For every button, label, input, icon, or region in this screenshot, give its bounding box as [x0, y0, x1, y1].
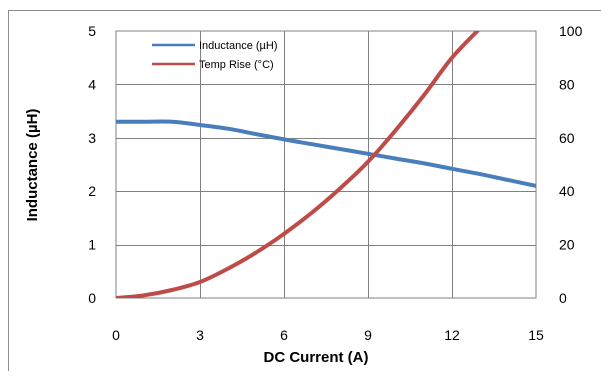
- y-tick-label: 2: [88, 183, 96, 199]
- gridlines: [116, 31, 536, 298]
- series-line-inductance: [116, 119, 536, 188]
- y-tick-label: 3: [88, 130, 96, 146]
- series-layer: [116, 31, 536, 298]
- y2-tick-label: 40: [559, 183, 575, 199]
- x-tick-label: 9: [364, 327, 372, 343]
- plot-area: [115, 30, 537, 299]
- legend-label-inductance: Inductance (µH): [199, 40, 277, 52]
- legend-label-temp-rise: Temp Rise (°C): [199, 59, 274, 71]
- x-tick-label: 12: [444, 327, 460, 343]
- x-tick-label: 3: [196, 327, 204, 343]
- y2-tick-label: 60: [559, 130, 575, 146]
- y2-tick-label: 0: [559, 290, 567, 306]
- series-line-temp-rise: [116, 31, 481, 298]
- x-tick-label: 6: [280, 327, 288, 343]
- x-axis-title: DC Current (A): [264, 349, 369, 366]
- y-tick-label: 1: [88, 237, 96, 253]
- y-axis-title: Inductance (µH): [24, 109, 41, 222]
- y-tick-label: 5: [88, 23, 96, 39]
- y-tick-label: 4: [88, 76, 96, 92]
- x-tick-label: 0: [112, 327, 120, 343]
- y2-tick-label: 20: [559, 237, 575, 253]
- x-tick-label: 15: [528, 327, 544, 343]
- legend: Inductance (µH) Temp Rise (°C): [152, 40, 277, 71]
- y-tick-label: 0: [88, 290, 96, 306]
- y2-tick-label: 80: [559, 76, 575, 92]
- y2-tick-label: 100: [559, 23, 583, 39]
